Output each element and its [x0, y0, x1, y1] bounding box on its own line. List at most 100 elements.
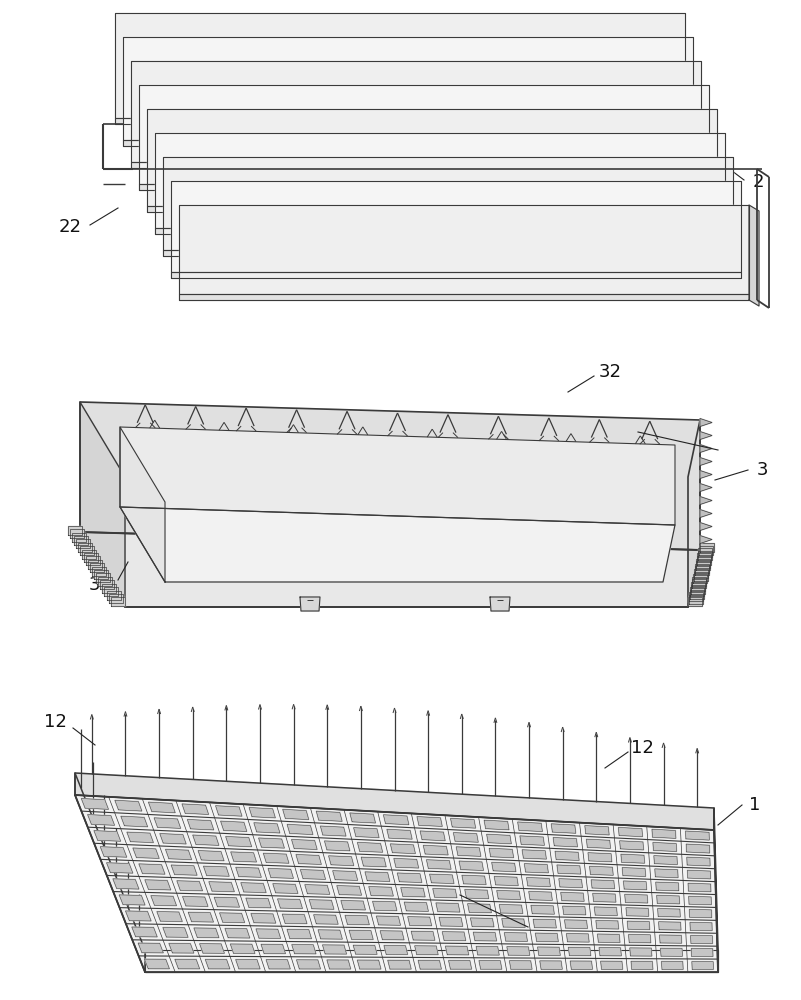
Polygon shape [264, 853, 289, 863]
Polygon shape [533, 919, 557, 928]
Polygon shape [453, 833, 478, 842]
Polygon shape [525, 864, 549, 873]
Polygon shape [341, 901, 365, 910]
Polygon shape [287, 824, 313, 835]
Polygon shape [249, 808, 276, 818]
Polygon shape [154, 818, 181, 828]
Polygon shape [700, 444, 712, 452]
Polygon shape [361, 857, 386, 867]
Polygon shape [457, 847, 481, 856]
Polygon shape [99, 577, 112, 586]
Polygon shape [70, 529, 83, 538]
Polygon shape [336, 886, 361, 895]
Polygon shape [421, 831, 445, 841]
Polygon shape [631, 961, 653, 969]
Polygon shape [426, 860, 451, 869]
Polygon shape [462, 875, 486, 885]
Polygon shape [300, 597, 320, 611]
Polygon shape [699, 546, 713, 555]
Polygon shape [698, 551, 712, 560]
Polygon shape [690, 587, 704, 596]
Polygon shape [700, 510, 712, 518]
Polygon shape [328, 856, 354, 866]
Polygon shape [133, 848, 159, 858]
Polygon shape [283, 809, 308, 820]
Polygon shape [623, 881, 646, 890]
Polygon shape [345, 915, 369, 925]
Polygon shape [692, 962, 714, 969]
Polygon shape [349, 930, 373, 939]
Polygon shape [658, 922, 681, 930]
Polygon shape [107, 590, 120, 599]
Polygon shape [593, 893, 616, 902]
Polygon shape [86, 556, 100, 565]
Polygon shape [694, 572, 707, 581]
Polygon shape [182, 804, 208, 814]
Polygon shape [171, 181, 741, 272]
Polygon shape [384, 945, 408, 954]
Polygon shape [700, 471, 712, 479]
Polygon shape [696, 561, 710, 570]
Polygon shape [357, 960, 381, 969]
Polygon shape [316, 811, 342, 821]
Polygon shape [696, 559, 710, 568]
Polygon shape [145, 950, 718, 972]
Polygon shape [121, 816, 147, 827]
Polygon shape [148, 802, 175, 813]
Polygon shape [179, 294, 749, 300]
Polygon shape [408, 917, 432, 926]
Polygon shape [507, 947, 529, 955]
Polygon shape [205, 959, 230, 969]
Polygon shape [163, 927, 188, 937]
Polygon shape [126, 911, 151, 921]
Polygon shape [694, 566, 709, 575]
Polygon shape [622, 868, 646, 876]
Polygon shape [620, 841, 643, 850]
Polygon shape [144, 959, 170, 969]
Text: 22: 22 [605, 109, 627, 127]
Text: 1: 1 [749, 796, 761, 814]
Polygon shape [219, 913, 244, 923]
Polygon shape [357, 842, 383, 852]
Polygon shape [82, 550, 96, 559]
Polygon shape [113, 879, 139, 889]
Polygon shape [714, 808, 718, 972]
Polygon shape [661, 948, 682, 956]
Polygon shape [394, 858, 419, 868]
Polygon shape [400, 888, 425, 897]
Polygon shape [318, 930, 342, 939]
Polygon shape [365, 872, 390, 881]
Polygon shape [492, 862, 516, 872]
Polygon shape [601, 961, 622, 969]
Polygon shape [659, 935, 682, 943]
Polygon shape [139, 184, 709, 190]
Polygon shape [540, 961, 562, 969]
Polygon shape [569, 947, 591, 956]
Text: 3: 3 [756, 461, 767, 479]
Polygon shape [565, 920, 587, 928]
Polygon shape [653, 842, 677, 851]
Polygon shape [690, 922, 712, 931]
Polygon shape [654, 869, 678, 878]
Polygon shape [411, 931, 435, 940]
Polygon shape [697, 556, 710, 565]
Polygon shape [700, 484, 712, 491]
Polygon shape [82, 798, 108, 809]
Polygon shape [598, 934, 620, 942]
Polygon shape [497, 890, 521, 900]
Polygon shape [700, 458, 712, 466]
Polygon shape [517, 822, 542, 832]
Polygon shape [384, 815, 409, 825]
Polygon shape [690, 909, 712, 918]
Polygon shape [688, 883, 711, 892]
Polygon shape [225, 928, 250, 938]
Polygon shape [123, 37, 693, 140]
Polygon shape [686, 844, 710, 853]
Polygon shape [654, 856, 678, 865]
Polygon shape [529, 891, 553, 900]
Polygon shape [138, 943, 163, 953]
Polygon shape [473, 932, 497, 941]
Polygon shape [80, 532, 700, 607]
Polygon shape [537, 947, 560, 955]
Text: 12: 12 [630, 739, 654, 757]
